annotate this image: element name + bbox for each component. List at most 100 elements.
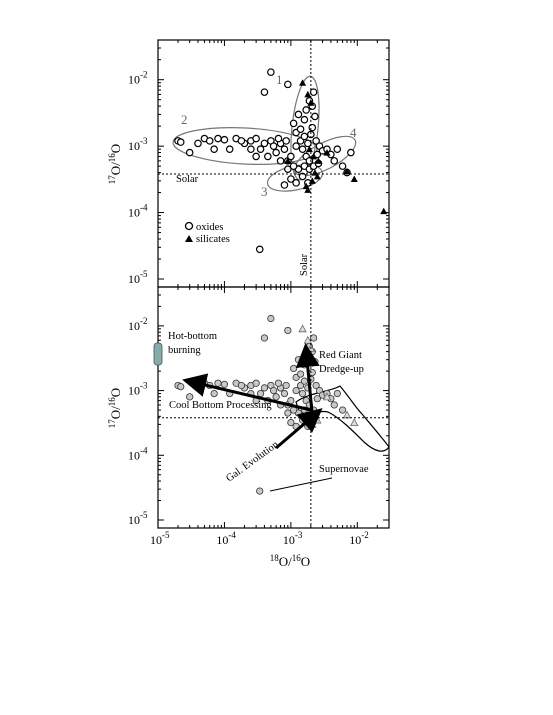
top-solar-label-vertical: Solar (299, 253, 310, 276)
bottom-oxide-point (252, 379, 260, 387)
bottom-oxide-point (290, 364, 298, 373)
group-label-1: 1 (276, 72, 283, 87)
top-silicate-point (308, 177, 316, 184)
bottom-oxide-point (330, 401, 338, 409)
top-oxide-point (194, 139, 202, 148)
y-axis-title-top: 17O/16O (107, 144, 123, 184)
top-oxide-point (274, 134, 283, 143)
top-silicate-point (311, 169, 319, 176)
group-label-2: 2 (181, 112, 188, 127)
top-silicate-point (304, 186, 312, 193)
top-oxide-point (269, 142, 278, 150)
supernovae-leader-line (269, 477, 333, 492)
bottom-oxide-point (292, 386, 300, 395)
bottom-oxide-point (300, 377, 309, 385)
top-legend: oxides silicates (184, 221, 230, 245)
top-oxide-point (214, 134, 222, 143)
bottom-oxide-point (338, 406, 347, 414)
bottom-oxide-point (210, 389, 218, 398)
bottom-oxide-point (274, 379, 283, 387)
cool-bottom-label: Cool Bottom Processing (169, 400, 272, 411)
top-oxide-point (255, 245, 264, 254)
top-y-tick-label: 10-2 (128, 70, 148, 87)
top-oxide-point (256, 145, 265, 153)
bottom-y-tick-label: 10-4 (128, 445, 148, 462)
top-oxide-point (247, 145, 255, 153)
top-oxide-point (260, 88, 269, 96)
top-oxide-point (272, 148, 280, 157)
bottom-oxide-point (260, 384, 269, 392)
legend-silicates-label: silicates (196, 234, 230, 245)
top-tick-group: 10-5 10-4 10-3 10-2 (128, 40, 390, 287)
bottom-oxide-point (260, 334, 269, 342)
gal-evolution-label: Gal. Evolution (224, 439, 281, 485)
top-oxide-point (292, 142, 300, 150)
top-oxide-point (347, 148, 355, 157)
top-solar-label-horizontal: Solar (176, 174, 199, 185)
bottom-oxide-point (282, 381, 290, 390)
group-2-ellipse (172, 127, 318, 165)
x-tick-label: 10-3 (283, 530, 303, 547)
bottom-oxide-point (294, 356, 303, 364)
group-label-3: 3 (261, 184, 268, 199)
top-oxide-point (280, 145, 289, 153)
x-tick-label: 10-5 (150, 530, 170, 547)
top-oxide-point (289, 119, 298, 128)
cool-bottom-arrow (182, 373, 312, 412)
bottom-oxide-point (287, 397, 295, 405)
bottom-panel-frame (157, 286, 390, 529)
bottom-oxide-point (296, 370, 305, 378)
top-oxide-point (176, 138, 185, 146)
top-oxide-point (294, 110, 303, 119)
top-silicate-point (307, 99, 315, 106)
top-oxide-point (237, 137, 246, 145)
supernovae-region (295, 385, 390, 452)
top-data-points (174, 68, 388, 254)
bottom-y-tick-label: 10-5 (128, 510, 148, 527)
top-silicate-point (310, 152, 318, 160)
bottom-y-tick-label: 10-2 (128, 316, 148, 333)
bottom-oxide-point (298, 389, 307, 398)
legend-oxides-marker (184, 221, 194, 231)
hot-bottom-label-2: burning (168, 345, 201, 356)
gal-evolution-arrow (275, 408, 323, 450)
top-oxide-point (276, 157, 285, 165)
bottom-silicate-point (350, 418, 359, 427)
top-oxide-point (312, 137, 320, 145)
bottom-oxide-point (270, 386, 278, 395)
bottom-silicate-point (322, 392, 332, 401)
y-axis-title-top-text: 17O/16O (107, 144, 123, 184)
top-oxide-point (300, 132, 309, 141)
top-silicate-point (299, 79, 307, 86)
bottom-oxide-point (237, 381, 245, 390)
top-oxide-point (311, 112, 319, 121)
top-oxide-point (225, 145, 234, 153)
top-oxide-point (284, 80, 292, 89)
bottom-panel: 10-5 10-4 10-3 10-2 10-5 10-4 10-3 10-2 Hot-bot… (128, 286, 390, 547)
top-oxide-point (287, 175, 295, 183)
top-oxide-point (298, 145, 307, 153)
x-tick-label: 10-4 (216, 530, 236, 547)
top-oxide-point (220, 135, 229, 144)
bottom-oxide-point (177, 383, 185, 391)
top-oxide-point (296, 125, 305, 133)
bottom-oxide-point (333, 389, 341, 398)
bottom-oxide-point (256, 487, 264, 495)
top-oxide-point (304, 139, 312, 148)
top-oxide-point (298, 172, 307, 181)
top-oxide-point (292, 179, 300, 187)
top-oxide-point (252, 134, 260, 143)
top-silicate-point (304, 90, 312, 98)
red-giant-label-1: Red Giant (319, 350, 362, 361)
bottom-tick-group: 10-5 10-4 10-3 10-2 10-5 10-4 10-3 10-2 (128, 287, 390, 547)
top-silicate-point (313, 172, 321, 180)
top-panel: 10-5 10-4 10-3 10-2 Solar Solar 1 2 3 4 oxi… (128, 39, 390, 288)
top-oxide-point (185, 148, 194, 157)
top-silicate-point (343, 167, 351, 175)
bottom-oxide-point (284, 326, 292, 335)
hot-bottom-label-1: Hot-bottom (168, 331, 217, 342)
top-y-tick-label: 10-5 (128, 269, 148, 286)
top-silicate-point (380, 207, 388, 215)
legend-oxides-label: oxides (196, 222, 223, 233)
top-silicate-point (323, 149, 331, 156)
